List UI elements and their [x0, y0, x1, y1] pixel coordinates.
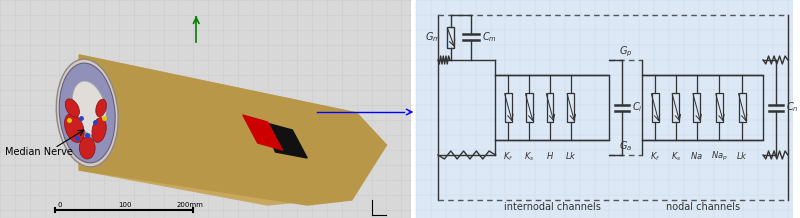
Ellipse shape [56, 59, 118, 167]
Polygon shape [242, 115, 282, 150]
Ellipse shape [59, 63, 115, 163]
Ellipse shape [72, 81, 106, 135]
Text: $Na$: $Na$ [690, 150, 703, 161]
Text: 200mm: 200mm [176, 202, 203, 208]
Text: $H$: $H$ [546, 150, 554, 161]
Text: $Lk$: $Lk$ [565, 150, 577, 161]
Bar [546, 93, 554, 122]
Text: $C_i$: $C_i$ [632, 100, 643, 114]
Text: $G_m$: $G_m$ [426, 31, 441, 44]
Text: internodal channels: internodal channels [504, 202, 601, 212]
Text: $K_s$: $K_s$ [524, 150, 534, 162]
Polygon shape [79, 55, 386, 205]
Text: Median Nerve: Median Nerve [5, 147, 73, 157]
Text: nodal channels: nodal channels [666, 202, 740, 212]
Bar [642, 75, 763, 140]
Bar [693, 93, 700, 122]
Polygon shape [79, 55, 377, 205]
Ellipse shape [79, 137, 95, 159]
Bar [505, 93, 512, 122]
Text: $G_a$: $G_a$ [619, 139, 633, 153]
Bar [526, 93, 533, 122]
Text: $K_f$: $K_f$ [503, 150, 514, 162]
Bar [738, 93, 746, 122]
Text: 100: 100 [118, 202, 131, 208]
Bar [416, 0, 793, 218]
Ellipse shape [65, 99, 79, 117]
Text: $Na_p$: $Na_p$ [711, 150, 728, 163]
Ellipse shape [65, 114, 84, 142]
Ellipse shape [96, 99, 106, 117]
Text: $C_m$: $C_m$ [482, 31, 497, 44]
Bar [0, 0, 411, 218]
Text: $C_n$: $C_n$ [786, 100, 798, 114]
Text: $Lk$: $Lk$ [736, 150, 748, 161]
Bar [716, 93, 723, 122]
Text: 0: 0 [58, 202, 62, 208]
Bar [447, 27, 454, 48]
Text: $G_p$: $G_p$ [619, 44, 633, 59]
Polygon shape [262, 122, 307, 158]
Bar [567, 93, 574, 122]
Bar [495, 75, 610, 140]
Text: $K_f$: $K_f$ [650, 150, 660, 162]
Text: $K_s$: $K_s$ [670, 150, 681, 162]
Bar [672, 93, 679, 122]
Bar [651, 93, 658, 122]
Ellipse shape [92, 118, 106, 142]
